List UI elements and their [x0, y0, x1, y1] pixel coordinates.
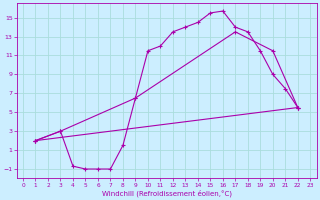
X-axis label: Windchill (Refroidissement éolien,°C): Windchill (Refroidissement éolien,°C)	[102, 189, 232, 197]
